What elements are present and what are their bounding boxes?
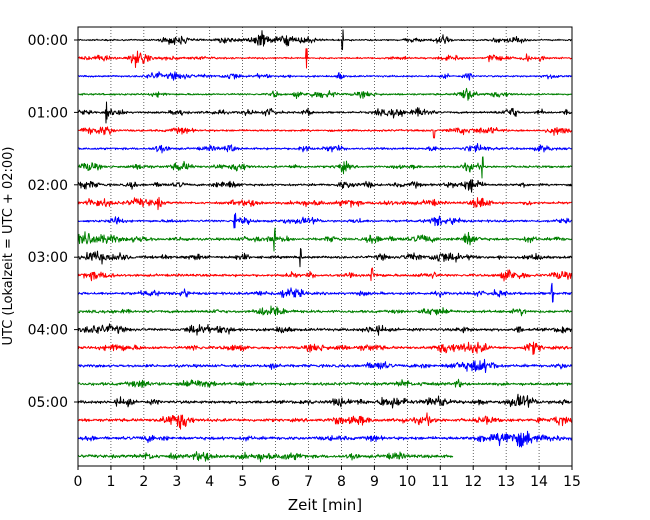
trace-0 [77, 29, 573, 51]
trace-4 [77, 101, 573, 124]
y-tick-label-2: 02:00 [28, 178, 68, 194]
x-tick-label-14: 14 [530, 474, 548, 490]
x-tick-label-2: 2 [139, 474, 148, 490]
trace-21 [77, 412, 573, 430]
trace-11 [77, 227, 573, 252]
grid-lines [110, 27, 540, 466]
trace-10 [77, 212, 573, 229]
x-tick-label-13: 13 [497, 474, 515, 490]
trace-20 [77, 393, 573, 409]
trace-9 [77, 196, 573, 211]
y-axis-title: UTC (Lokalzeit = UTC + 02:00) [1, 147, 16, 346]
seismogram-traces [77, 29, 573, 463]
trace-22 [77, 430, 573, 448]
trace-16 [77, 323, 573, 336]
y-tick-label-3: 03:00 [28, 250, 68, 266]
y-tick-label-4: 04:00 [28, 323, 68, 339]
x-tick-label-4: 4 [205, 474, 214, 490]
x-tick-label-8: 8 [337, 474, 346, 490]
trace-3 [77, 87, 573, 101]
trace-19 [77, 378, 573, 389]
trace-17 [77, 341, 573, 355]
trace-14 [77, 282, 573, 303]
x-axis-title: Zeit [min] [288, 496, 362, 514]
y-tick-label-5: 05:00 [28, 395, 68, 411]
x-tick-label-0: 0 [74, 474, 83, 490]
x-tick-label-3: 3 [172, 474, 181, 490]
y-tick-label-0: 00:00 [28, 33, 68, 49]
trace-2 [77, 71, 573, 81]
trace-5 [77, 126, 573, 139]
y-tick-label-1: 01:00 [28, 105, 68, 121]
x-tick-label-1: 1 [106, 474, 115, 490]
x-axis-ticks: 0 1 2 3 4 5 6 7 8 9 10 11 12 13 14 15 [74, 466, 581, 490]
trace-8 [77, 179, 573, 193]
trace-13 [77, 267, 573, 282]
trace-15 [77, 305, 573, 317]
x-tick-label-12: 12 [464, 474, 482, 490]
trace-1 [77, 48, 573, 69]
x-tick-label-10: 10 [398, 474, 416, 490]
x-tick-label-6: 6 [271, 474, 280, 490]
x-tick-label-11: 11 [431, 474, 449, 490]
trace-6 [77, 142, 573, 154]
y-axis-ticks: 00:00 01:00 02:00 03:00 04:00 05:00 [28, 33, 78, 411]
x-tick-label-7: 7 [304, 474, 313, 490]
trace-23 [77, 451, 454, 463]
x-tick-label-9: 9 [370, 474, 379, 490]
trace-12 [77, 248, 573, 268]
trace-18 [77, 358, 573, 374]
x-tick-label-5: 5 [238, 474, 247, 490]
trace-7 [77, 156, 573, 179]
plot-frame [77, 26, 573, 467]
x-tick-label-15: 15 [563, 474, 581, 490]
